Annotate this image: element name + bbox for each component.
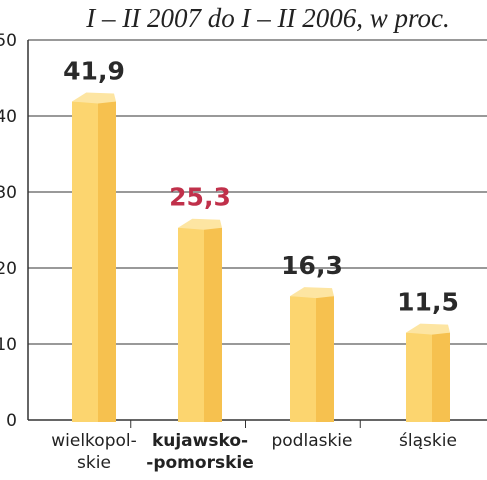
y-tick-label-30: 30 xyxy=(0,183,17,203)
y-tick-label-40: 40 xyxy=(0,107,17,127)
bar-top-2 xyxy=(290,287,334,299)
y-tick-label-50: 50 xyxy=(0,31,17,51)
category-label-3-line-0: śląskie xyxy=(399,431,457,451)
bar-front-2 xyxy=(290,296,316,422)
category-label-1-line-1: -pomorskie xyxy=(146,453,253,473)
chart-subtitle: I – II 2007 do I – II 2006, w proc. xyxy=(85,3,449,33)
bar-top-3 xyxy=(406,323,450,335)
category-label-0-line-0: wielkopol- xyxy=(51,431,137,451)
category-label-1-line-0: kujawsko- xyxy=(152,431,248,451)
bar-1 xyxy=(178,218,222,422)
bar-top-0 xyxy=(72,92,116,104)
value-label-2: 16,3 xyxy=(281,251,343,280)
bar-top-1 xyxy=(178,218,222,230)
bar-side-0 xyxy=(98,101,116,422)
value-label-1: 25,3 xyxy=(169,183,231,212)
x-axis-labels: wielkopol-skie kujawsko--pomorskie podlask… xyxy=(51,431,457,473)
value-label-0: 41,9 xyxy=(63,57,125,86)
bar-front-1 xyxy=(178,227,204,422)
bar-side-2 xyxy=(316,296,334,422)
category-label-0-line-1: skie xyxy=(77,453,111,473)
bar-3 xyxy=(406,323,450,422)
bar-2 xyxy=(290,287,334,422)
bar-0 xyxy=(72,92,116,422)
bar-side-3 xyxy=(432,332,450,422)
value-labels: 41,9 25,3 16,3 11,5 xyxy=(63,57,459,317)
category-label-2-line-0: podlaskie xyxy=(271,431,352,451)
bar-side-1 xyxy=(204,227,222,422)
bar-front-0 xyxy=(72,101,98,422)
bars xyxy=(72,92,450,422)
y-tick-label-0: 0 xyxy=(6,411,17,431)
bar-front-3 xyxy=(406,332,432,422)
value-label-3: 11,5 xyxy=(397,288,459,317)
y-tick-label-10: 10 xyxy=(0,335,17,355)
y-tick-label-20: 20 xyxy=(0,259,17,279)
